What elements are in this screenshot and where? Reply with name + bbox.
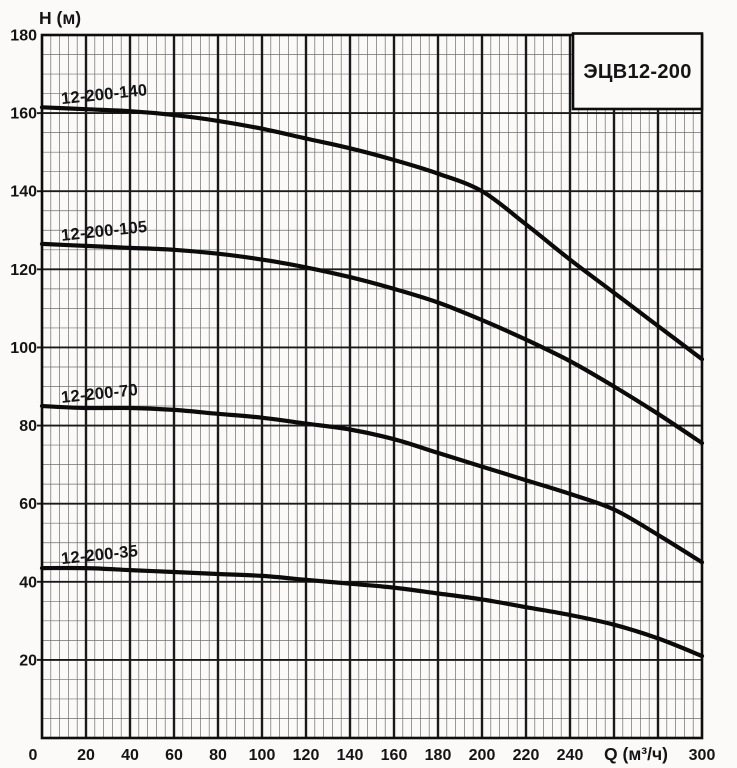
curves [39, 105, 705, 659]
y-tick-label: 140 [10, 184, 37, 201]
y-tick-label: 160 [10, 106, 37, 123]
pump-curve-12-200-70 [39, 403, 705, 565]
x-tick-label: 80 [209, 747, 227, 764]
x-tick-label: 180 [425, 747, 452, 764]
y-tick-label: 40 [19, 574, 37, 591]
y-tick-label: 100 [10, 340, 37, 357]
y-tick-label: 80 [19, 418, 37, 435]
x-tick-label: 220 [513, 747, 540, 764]
plot-border [40, 33, 704, 740]
x-tick-label: 200 [469, 747, 496, 764]
x-tick-label: 60 [165, 747, 183, 764]
y-tick-label: 60 [19, 496, 37, 513]
x-tick-label: 120 [293, 747, 320, 764]
pump-curve-12-200-35 [39, 565, 705, 659]
x-tick-label: 20 [77, 747, 95, 764]
major-grid [37, 35, 702, 738]
curve-label-12-200-70: 12-200-70 [60, 381, 138, 407]
y-tick-label: 180 [10, 28, 37, 45]
x-tick-label: 140 [337, 747, 364, 764]
pump-curve-12-200-140 [39, 105, 705, 362]
y-tick-label: 120 [10, 262, 37, 279]
title-box: ЭЦВ12-200 [571, 32, 704, 111]
x-tick-label: 300 [689, 747, 716, 764]
y-tick-label: 20 [19, 652, 37, 669]
curve-labels: 12-200-140 12-200-105 12-200-70 12-200-35 [60, 81, 148, 568]
chart-title: ЭЦВ12-200 [583, 61, 691, 83]
curve-label-12-200-35: 12-200-35 [60, 542, 138, 568]
curve-label-12-200-140: 12-200-140 [60, 81, 148, 108]
x-tick-label: 100 [249, 747, 276, 764]
pump-curve-12-200-105 [39, 241, 705, 446]
axis-tick-labels: 0 20 40 60 80 100 120 140 160 180 200 220 240 300 20 40… [10, 28, 715, 765]
x-tick-label: 40 [121, 747, 139, 764]
y-axis-title: H (м) [39, 8, 81, 28]
x-tick-label: 0 [29, 747, 38, 764]
minor-grid [42, 35, 702, 738]
x-tick-label: 160 [381, 747, 408, 764]
x-tick-label: 240 [557, 747, 584, 764]
x-axis-title: Q (м³/ч) [604, 744, 668, 764]
curve-label-12-200-105: 12-200-105 [60, 218, 148, 245]
title-box-frame [571, 32, 704, 111]
